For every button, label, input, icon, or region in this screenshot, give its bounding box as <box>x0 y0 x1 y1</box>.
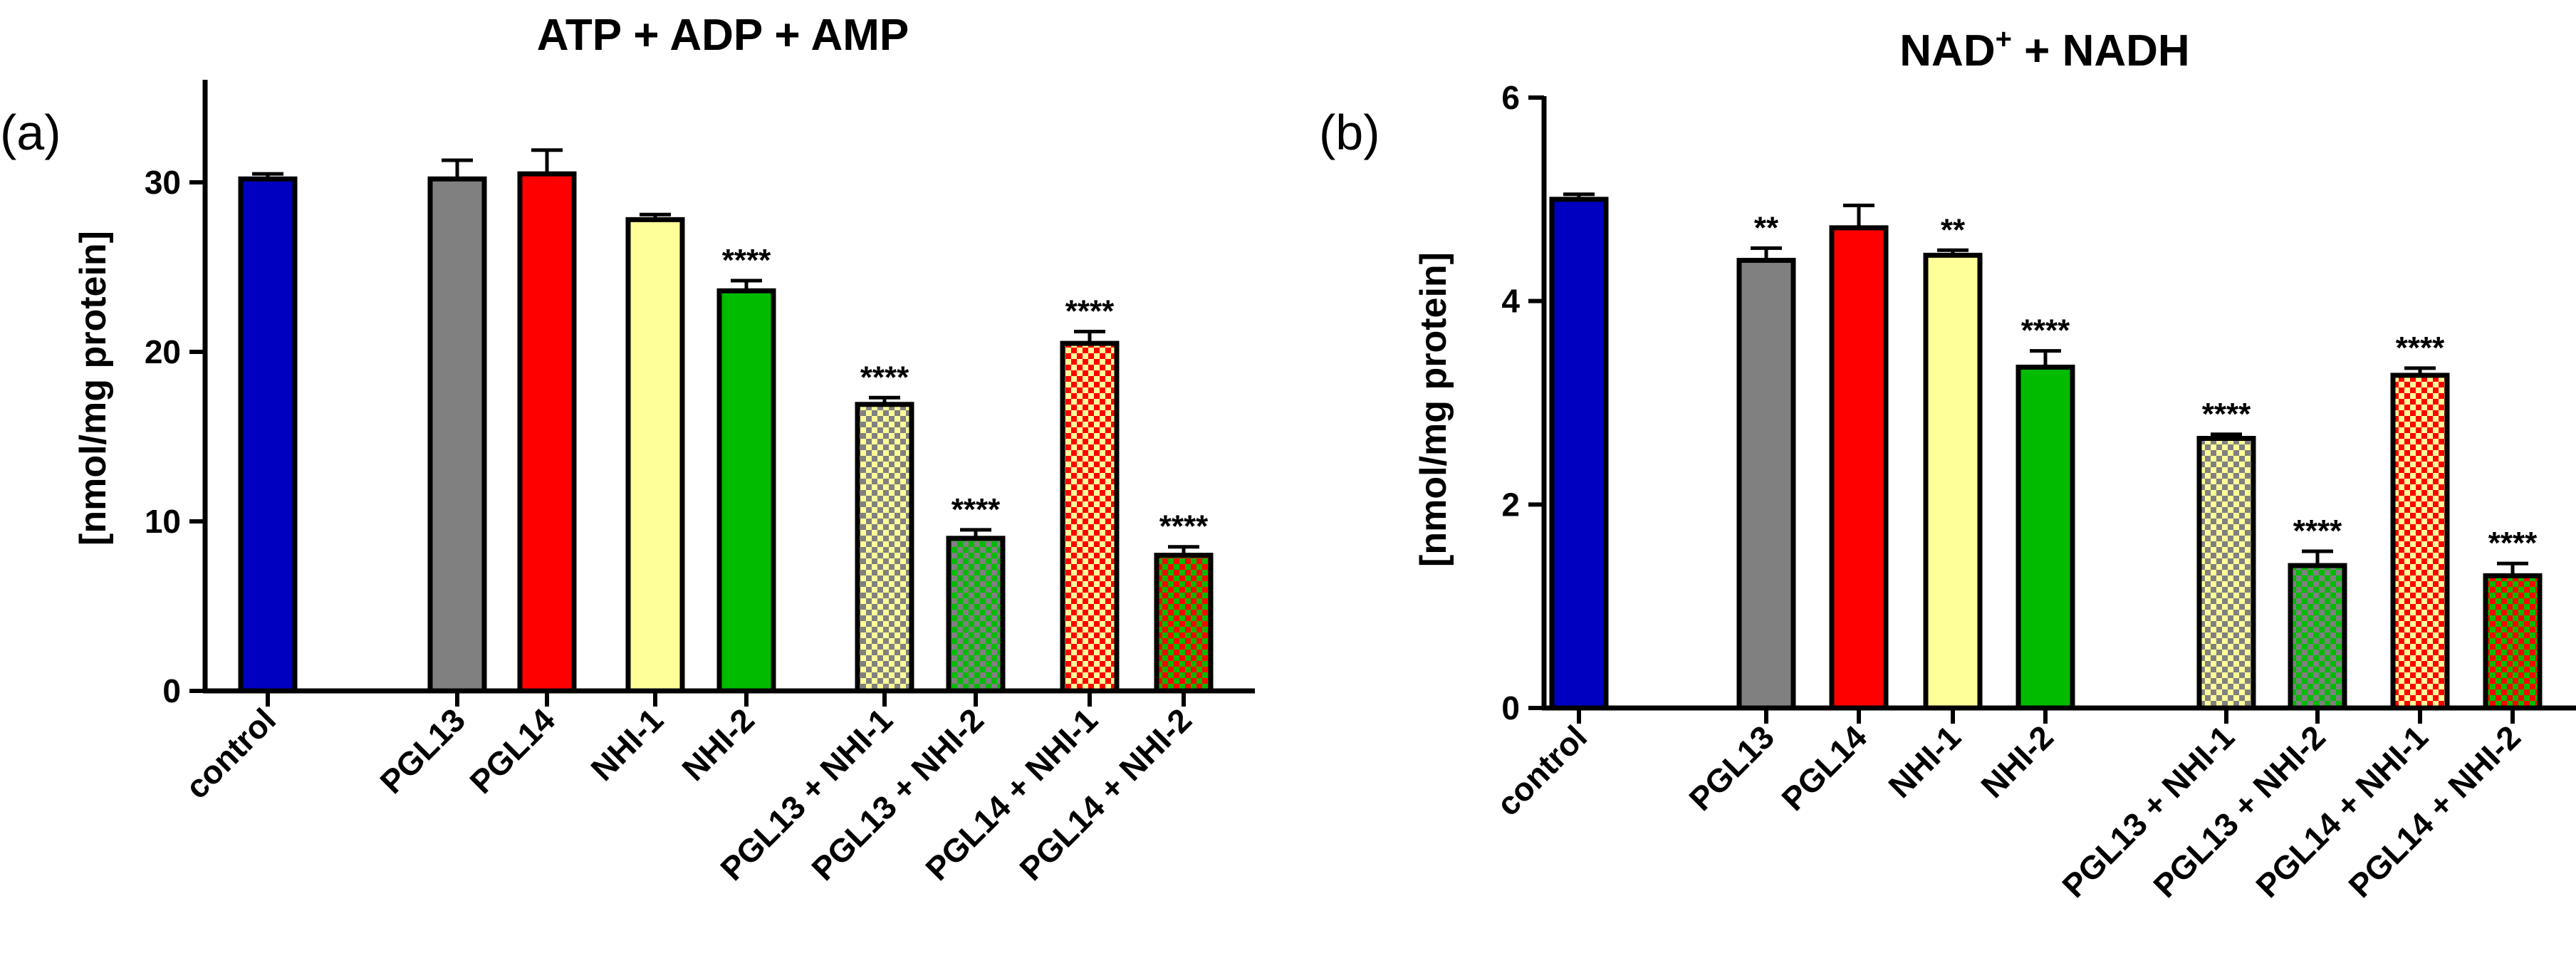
significance-label: **** <box>1065 293 1115 328</box>
bar-nhi-2 <box>2016 365 2075 711</box>
chart-panel-b: NAD+ + NADH (b) [nmol/mg protein] 0 2 4 6 *… <box>1319 24 2576 905</box>
significance-label: **** <box>2021 313 2070 348</box>
bar-nhi-2 <box>716 288 776 694</box>
y-tick-label: 2 <box>1501 486 1520 523</box>
significance-label: **** <box>951 492 1001 527</box>
y-tick-label: 0 <box>162 672 181 709</box>
bar-pgl13 <box>427 176 487 694</box>
bar-pgl13-nhi-2 <box>2288 563 2347 711</box>
bar-pgl14-nhi-2 <box>2483 573 2543 711</box>
x-tick-label: PGL14 <box>1774 718 1874 818</box>
bar-pgl14 <box>1829 225 1889 711</box>
bar-pgl13-nhi-2 <box>946 536 1006 694</box>
y-tick-label: 10 <box>145 503 181 540</box>
y-tick-label: 30 <box>145 164 181 201</box>
chart-title-b: NAD+ + NADH <box>1899 24 2189 75</box>
bar-pgl14-nhi-1 <box>2390 373 2450 711</box>
panel-label-a: (a) <box>0 105 61 160</box>
x-tick-label: PGL14 <box>462 701 562 801</box>
bar-control <box>238 176 298 694</box>
y-tick-label: 6 <box>1501 79 1520 116</box>
y-tick-label: 4 <box>1501 283 1520 320</box>
x-tick-label: PGL14 + NHI-2 <box>1012 701 1199 887</box>
chart-title-a: ATP + ADP + AMP <box>537 11 909 60</box>
significance-label: **** <box>860 360 909 395</box>
bar-pgl14-nhi-2 <box>1154 553 1214 694</box>
panel-label-b: (b) <box>1319 105 1380 160</box>
x-tick-label: NHI-2 <box>1973 718 2060 805</box>
significance-label: **** <box>2488 526 2538 561</box>
significance-label: **** <box>2396 330 2445 365</box>
chart-panel-a: ATP + ADP + AMP (a) [nmol/mg protein] 0 1… <box>0 11 1255 887</box>
significance-label: **** <box>722 243 771 278</box>
x-tick-label: PGL14 + NHI-2 <box>2341 718 2528 905</box>
y-ticks-a: 0 10 20 30 <box>145 164 205 709</box>
significance-label: ** <box>1754 210 1779 245</box>
bars-a: **** **** **** **** **** <box>238 148 1214 694</box>
x-tick-label: control <box>1489 718 1594 823</box>
bar-pgl13-nhi-1 <box>2196 435 2256 711</box>
bar-pgl13 <box>1736 258 1796 711</box>
y-tick-label: 20 <box>145 333 181 370</box>
bar-nhi-1 <box>625 217 685 694</box>
x-tick-label: control <box>178 701 283 806</box>
bar-control <box>1549 197 1609 711</box>
bar-nhi-1 <box>1923 252 1983 711</box>
x-tick-label: NHI-1 <box>1881 718 1968 805</box>
x-tick-label: PGL13 <box>1681 718 1781 818</box>
significance-label: **** <box>2293 514 2342 548</box>
significance-label: ** <box>1941 212 1966 247</box>
x-tick-label: PGL14 + NHI-1 <box>2248 718 2435 905</box>
y-axis-label-a: [nmol/mg protein] <box>73 231 114 546</box>
bar-pgl14-nhi-1 <box>1060 340 1120 694</box>
x-tick-label: PGL13 <box>372 701 472 801</box>
y-axis-label-b: [nmol/mg protein] <box>1413 252 1454 567</box>
x-tick-label: NHI-1 <box>583 701 670 788</box>
x-tick-label: NHI-2 <box>674 701 761 788</box>
y-ticks-b: 0 2 4 6 <box>1501 79 1544 727</box>
significance-label: **** <box>2202 397 2251 432</box>
y-tick-label: 0 <box>1501 689 1520 727</box>
significance-label: **** <box>1159 509 1209 544</box>
bar-pgl14 <box>517 171 577 694</box>
bars-b: ** ********************** <box>1549 192 2543 711</box>
bar-pgl13-nhi-1 <box>855 402 914 694</box>
